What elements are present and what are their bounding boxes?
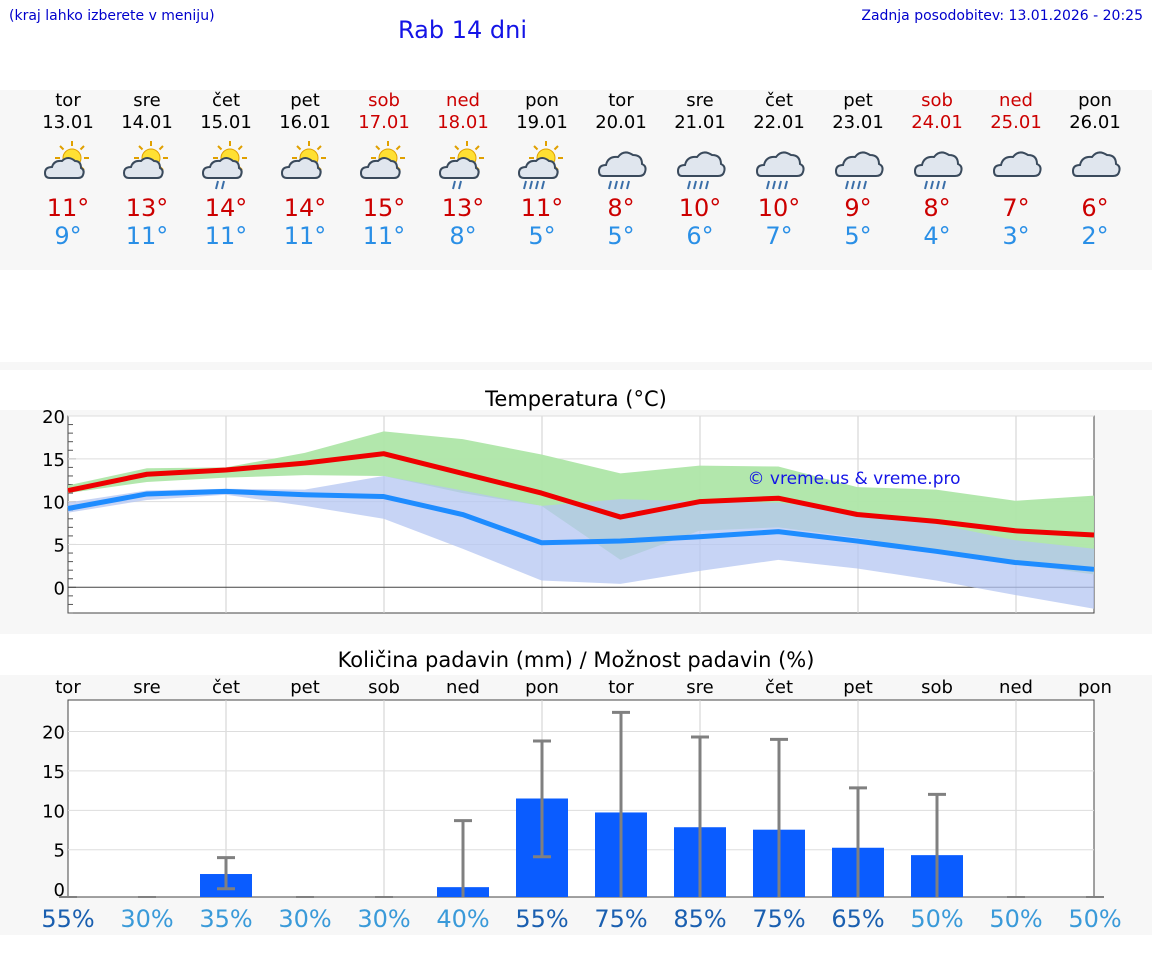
day-name: sre <box>686 90 714 111</box>
day-date: 17.01 <box>358 112 410 133</box>
min-temperature: 8° <box>449 222 477 250</box>
cloud-heavy-rain-icon <box>913 151 963 190</box>
day-date: 13.01 <box>42 112 94 133</box>
min-temperature: 6° <box>686 222 714 250</box>
max-temperature: 10° <box>678 194 722 222</box>
day-column: tor 20.01 8° 5° <box>581 90 661 250</box>
max-temperature: 8° <box>607 194 635 222</box>
sun-cloud-icon <box>122 141 168 179</box>
min-temperature: 11° <box>125 222 169 250</box>
day-column: sre 14.01 13° 11° <box>107 90 187 250</box>
day-name: ned <box>999 90 1033 111</box>
day-name: tor <box>55 90 81 111</box>
day-date: 26.01 <box>1069 112 1121 133</box>
precipitation-chart-title: Količina padavin (mm) / Možnost padavin … <box>337 648 815 672</box>
sun-cloud-rain-icon <box>201 141 247 190</box>
min-temperature: 11° <box>362 222 406 250</box>
day-name: pon <box>1078 90 1112 111</box>
day-name: sre <box>133 90 161 111</box>
sun-cloud-heavy-rain-icon <box>517 141 563 190</box>
day-date: 16.01 <box>279 112 331 133</box>
day-column: tor 13.01 11° 9° <box>28 90 108 250</box>
day-column: čet 22.01 10° 7° <box>739 90 819 250</box>
precipitation-chart-panel <box>0 675 1152 935</box>
daily-forecast-strip: tor 13.01 11° 9° sre 14.01 13° 11° čet 15.01 14° 11… <box>0 90 1152 270</box>
day-column: sob 17.01 15° 11° <box>344 90 424 250</box>
day-date: 21.01 <box>674 112 726 133</box>
max-temperature: 11° <box>520 194 564 222</box>
min-temperature: 5° <box>528 222 556 250</box>
page-title: Rab 14 dni <box>398 16 527 44</box>
max-temperature: 10° <box>757 194 801 222</box>
day-date: 25.01 <box>990 112 1042 133</box>
max-temperature: 15° <box>362 194 406 222</box>
max-temperature: 6° <box>1081 194 1109 222</box>
max-temperature: 14° <box>283 194 327 222</box>
min-temperature: 5° <box>844 222 872 250</box>
max-temperature: 13° <box>125 194 169 222</box>
min-temperature: 11° <box>204 222 248 250</box>
day-name: tor <box>608 90 634 111</box>
max-temperature: 9° <box>844 194 872 222</box>
min-temperature: 7° <box>765 222 793 250</box>
min-temperature: 2° <box>1081 222 1109 250</box>
cloud-heavy-rain-icon <box>676 151 726 190</box>
sun-cloud-icon <box>280 141 326 179</box>
day-column: pon 19.01 11° 5° <box>502 90 582 250</box>
day-column: pet 23.01 9° 5° <box>818 90 898 250</box>
day-date: 19.01 <box>516 112 568 133</box>
cloud-heavy-rain-icon <box>834 151 884 190</box>
max-temperature: 13° <box>441 194 485 222</box>
min-temperature: 9° <box>54 222 82 250</box>
day-column: ned 25.01 7° 3° <box>976 90 1056 250</box>
day-date: 15.01 <box>200 112 252 133</box>
day-name: pon <box>525 90 559 111</box>
day-column: čet 15.01 14° 11° <box>186 90 266 250</box>
day-column: pon 26.01 6° 2° <box>1055 90 1135 250</box>
cloud-icon <box>992 151 1042 177</box>
min-temperature: 4° <box>923 222 951 250</box>
day-name: sob <box>368 90 400 111</box>
day-name: pet <box>843 90 873 111</box>
separator <box>0 362 1152 370</box>
temperature-chart-panel <box>0 410 1152 634</box>
day-name: čet <box>764 90 794 111</box>
day-column: sre 21.01 10° 6° <box>660 90 740 250</box>
min-temperature: 11° <box>283 222 327 250</box>
max-temperature: 11° <box>46 194 90 222</box>
day-name: pet <box>290 90 320 111</box>
day-date: 22.01 <box>753 112 805 133</box>
day-column: ned 18.01 13° 8° <box>423 90 503 250</box>
last-updated: Zadnja posodobitev: 13.01.2026 - 20:25 <box>861 8 1143 24</box>
sun-cloud-rain-icon <box>438 141 484 190</box>
location-hint: (kraj lahko izberete v meniju) <box>9 8 215 24</box>
day-date: 18.01 <box>437 112 489 133</box>
day-column: sob 24.01 8° 4° <box>897 90 977 250</box>
day-date: 24.01 <box>911 112 963 133</box>
max-temperature: 8° <box>923 194 951 222</box>
max-temperature: 14° <box>204 194 248 222</box>
cloud-icon <box>1071 151 1121 177</box>
temperature-chart-title: Temperatura (°C) <box>485 387 667 411</box>
day-name: ned <box>446 90 480 111</box>
day-name: sob <box>921 90 953 111</box>
cloud-heavy-rain-icon <box>597 151 647 190</box>
max-temperature: 7° <box>1002 194 1030 222</box>
day-date: 23.01 <box>832 112 884 133</box>
min-temperature: 3° <box>1002 222 1030 250</box>
day-column: pet 16.01 14° 11° <box>265 90 345 250</box>
cloud-heavy-rain-icon <box>755 151 805 190</box>
min-temperature: 5° <box>607 222 635 250</box>
day-name: čet <box>211 90 241 111</box>
day-date: 20.01 <box>595 112 647 133</box>
sun-cloud-icon <box>43 141 89 179</box>
day-date: 14.01 <box>121 112 173 133</box>
sun-cloud-icon <box>359 141 405 179</box>
